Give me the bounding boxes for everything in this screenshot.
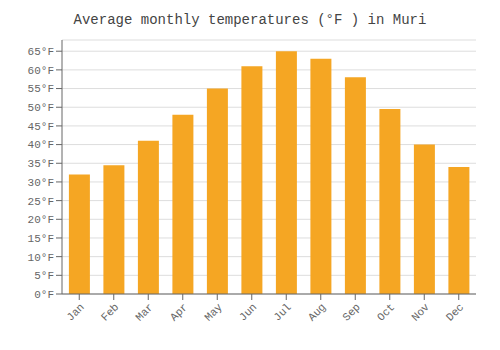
svg-text:60°F: 60°F: [28, 65, 54, 77]
svg-text:Jun: Jun: [237, 301, 259, 323]
svg-text:Nov: Nov: [409, 301, 432, 324]
svg-text:55°F: 55°F: [28, 83, 54, 95]
svg-text:Sep: Sep: [340, 301, 362, 323]
svg-text:Jan: Jan: [64, 301, 86, 323]
svg-text:10°F: 10°F: [28, 252, 54, 264]
svg-text:25°F: 25°F: [28, 196, 54, 208]
html-text:Average monthly temperatures (: Average monthly temperatures (°F ) in Mu…: [73, 12, 427, 28]
svg-text:0°F: 0°F: [34, 289, 54, 301]
svg-text:5°F: 5°F: [34, 270, 54, 282]
svg-text:Feb: Feb: [99, 301, 121, 323]
svg-text:50°F: 50°F: [28, 102, 54, 114]
svg-text:Jul: Jul: [271, 301, 293, 323]
svg-text:35°F: 35°F: [28, 158, 54, 170]
svg-text:65°F: 65°F: [28, 46, 54, 58]
svg-text:40°F: 40°F: [28, 139, 54, 151]
svg-text:15°F: 15°F: [28, 233, 54, 245]
svg-text:Mar: Mar: [133, 301, 155, 323]
svg-text:Aug: Aug: [306, 301, 328, 323]
svg-text:30°F: 30°F: [28, 177, 54, 189]
svg-text:Dec: Dec: [444, 301, 466, 323]
svg-text:Oct: Oct: [375, 301, 397, 323]
svg-text:45°F: 45°F: [28, 121, 54, 133]
svg-text:Apr: Apr: [168, 301, 190, 323]
svg-text:20°F: 20°F: [28, 214, 54, 226]
svg-text:May: May: [202, 301, 225, 324]
